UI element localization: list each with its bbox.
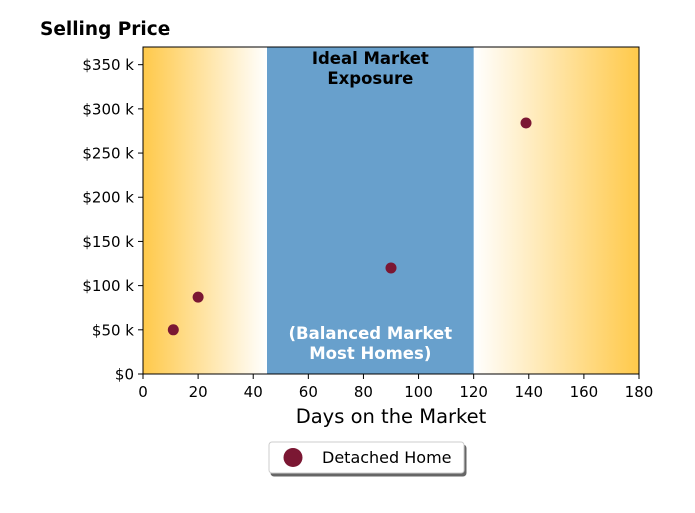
- y-tick-label: $150 k: [82, 233, 134, 251]
- x-tick-label: 160: [570, 383, 599, 401]
- y-tick-label: $250 k: [82, 145, 134, 163]
- x-tick-label: 80: [354, 383, 373, 401]
- plot-background: [143, 47, 639, 374]
- annotation-bottom-line: (Balanced Market: [289, 324, 453, 343]
- gradient-region-left: [143, 47, 267, 374]
- y-tick-label: $100 k: [82, 277, 134, 295]
- y-tick-label: $50 k: [92, 321, 134, 339]
- x-tick-label: 40: [244, 383, 263, 401]
- data-point: [385, 262, 397, 274]
- x-tick-label: 180: [625, 383, 654, 401]
- x-axis-ticks: 0 20 40 60 80 100 120 140 160 180: [138, 374, 653, 401]
- x-tick-label: 0: [138, 383, 148, 401]
- annotation-top-line: Ideal Market: [312, 49, 429, 68]
- y-tick-label: $350 k: [82, 56, 134, 74]
- annotation-bottom-line: Most Homes): [309, 344, 431, 363]
- y-axis-ticks: $0 $50 k $100 k $150 k $200 k $250 k $300 k $35…: [82, 56, 143, 384]
- x-tick-label: 120: [459, 383, 488, 401]
- data-point: [520, 117, 532, 129]
- legend-marker-detached-home: [283, 448, 303, 467]
- data-point: [167, 324, 179, 336]
- plot-frame: [142, 46, 640, 375]
- chart-title: Selling Price: [40, 19, 170, 40]
- data-points: [167, 117, 532, 336]
- legend-box: [268, 441, 465, 474]
- x-tick-label: 100: [404, 383, 433, 401]
- x-tick-label: 20: [189, 383, 208, 401]
- x-tick-label: 140: [514, 383, 543, 401]
- data-point: [192, 291, 204, 303]
- x-tick-label: 60: [299, 383, 318, 401]
- y-tick-label: $200 k: [82, 189, 134, 207]
- legend-label-detached-home: Detached Home: [322, 448, 452, 467]
- x-axis-title: Days on the Market: [296, 405, 487, 428]
- y-tick-label: $300 k: [82, 100, 134, 118]
- y-tick-label: $0: [115, 366, 134, 384]
- axes: [142, 46, 640, 375]
- gradient-region-right: [473, 47, 639, 374]
- ideal-exposure-region: [267, 47, 474, 374]
- legend[interactable]: Detached Home: [268, 441, 465, 474]
- annotation-top-line: Exposure: [327, 69, 413, 88]
